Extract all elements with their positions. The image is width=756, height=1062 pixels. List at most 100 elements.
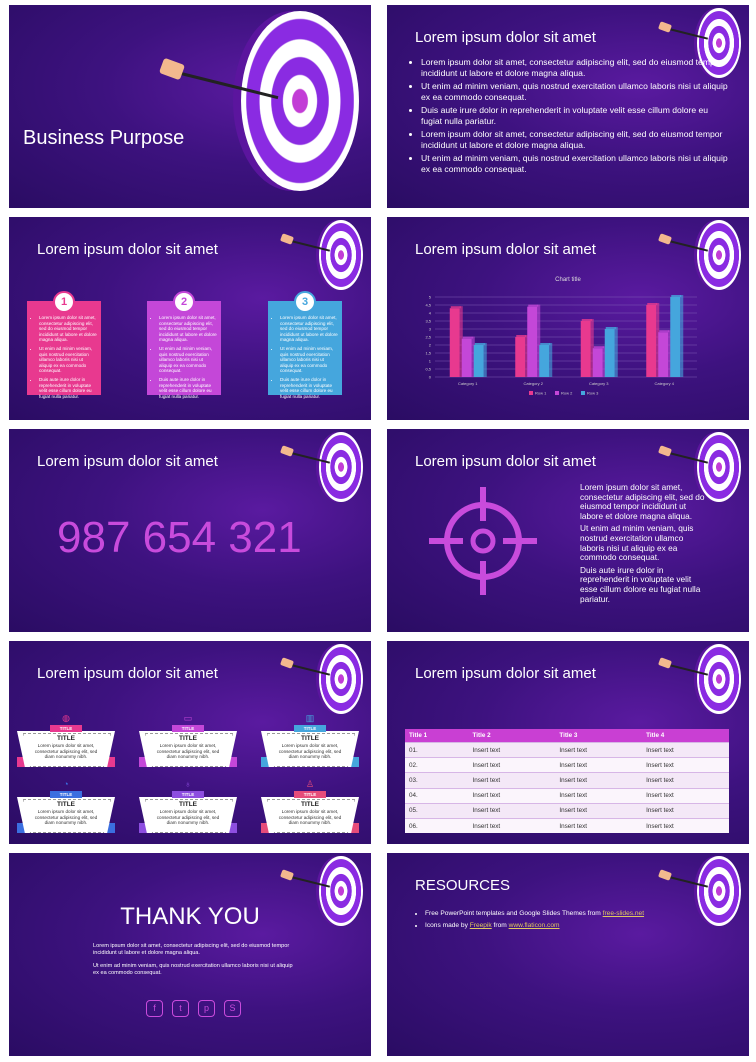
table-cell: 01.: [405, 741, 469, 758]
card-3: ▥ TITLE TITLE Lorem ipsum dolor sit amet…: [261, 713, 359, 767]
dart-icon: [279, 657, 331, 676]
card-body: Lorem ipsum dolor sit amet, consectetur …: [34, 743, 98, 760]
card-tab: TITLE: [172, 791, 204, 798]
free-slides-link[interactable]: free-slides.net: [602, 910, 645, 917]
globe-icon: ◍: [62, 713, 70, 723]
target-icon: [697, 8, 741, 78]
list-item: Free PowerPoint templates and Google Sli…: [425, 909, 695, 918]
slide-5[interactable]: Lorem ipsum dolor sit amet 987 654 321: [9, 429, 371, 632]
bar-top: [581, 319, 592, 321]
list-item: Duis aute irure dolor in reprehenderit i…: [159, 377, 217, 399]
bar-top: [605, 327, 616, 329]
legend-label: Row 1: [535, 391, 547, 396]
table-cell: Insert text: [468, 817, 556, 834]
columns-icon: ▥: [305, 713, 315, 723]
numbered-box-2: 2 Lorem ipsum dolor sit amet, consectetu…: [147, 291, 221, 399]
target-icon: [319, 432, 363, 502]
people-icon: ♙: [305, 779, 315, 789]
pinterest-icon[interactable]: p: [198, 1000, 215, 1017]
card-tab: TITLE: [172, 725, 204, 732]
table-row: 01. Insert text Insert text Insert text: [405, 741, 729, 758]
column-header: Title 1: [405, 729, 469, 743]
box-number: 3: [294, 291, 316, 313]
table-cell: Insert text: [468, 757, 556, 773]
resources-list: Free PowerPoint templates and Google Sli…: [411, 909, 695, 933]
skype-icon[interactable]: S: [224, 1000, 241, 1017]
paragraph: Ut enim ad minim veniam, quis nostrud ex…: [580, 523, 694, 563]
table-cell: Insert text: [642, 787, 729, 804]
card-tab: TITLE: [50, 791, 82, 798]
bar: [604, 329, 615, 377]
list-item: Ut enim ad minim veniam, quis nostrud ex…: [421, 153, 731, 174]
card-tab: TITLE: [294, 791, 326, 798]
card-tab: TITLE: [294, 725, 326, 732]
slide-title: Lorem ipsum dolor sit amet: [415, 453, 596, 470]
x-tick-label: Category 4: [654, 381, 674, 386]
bar-top: [462, 336, 473, 339]
table-cell: Insert text: [555, 741, 643, 758]
freepik-link[interactable]: Freepik: [469, 922, 492, 929]
slide-8[interactable]: Lorem ipsum dolor sit amet Title 1 Title…: [387, 641, 749, 844]
clock-icon: ◔: [63, 779, 69, 789]
bar-chart: Chart title 0 0,5 1 1,5 2 2,5 3 3,5 4 4,5 5 Category…: [425, 277, 697, 396]
slide-1[interactable]: Business Purpose: [9, 5, 371, 208]
flaticon-link[interactable]: www.flaticon.com: [508, 922, 560, 929]
box-number: 1: [53, 291, 75, 313]
bar: [539, 345, 550, 377]
chart-title: Chart title: [555, 277, 581, 283]
target-icon: [319, 644, 363, 714]
twitter-icon[interactable]: t: [172, 1000, 189, 1017]
bar-top: [593, 346, 604, 349]
table-cell: 02.: [405, 757, 469, 773]
card-5: ♁ TITLE TITLE Lorem ipsum dolor sit amet…: [139, 779, 237, 833]
table-cell: Insert text: [468, 772, 556, 789]
card-body: Lorem ipsum dolor sit amet, consectetur …: [34, 809, 98, 826]
folder-icon: ▭: [183, 713, 193, 723]
slide-4[interactable]: Lorem ipsum dolor sit amet Chart title 0 0…: [387, 217, 749, 420]
table-row: 02. Insert text Insert text Insert text: [405, 757, 729, 773]
list-item: Duis aute irure dolor in reprehenderit i…: [39, 377, 97, 399]
slide-6[interactable]: Lorem ipsum dolor sit amet Lorem ipsum d…: [387, 429, 749, 632]
table-row: 03. Insert text Insert text Insert text: [405, 772, 729, 789]
card-title: TITLE: [300, 801, 320, 808]
table-cell: 06.: [405, 817, 469, 834]
target-icon: [697, 432, 741, 502]
bar-top: [528, 304, 539, 307]
bar-side: [525, 335, 529, 377]
slide-2[interactable]: Lorem ipsum dolor sit amet Lorem ipsum d…: [387, 5, 749, 208]
table-cell: Insert text: [642, 802, 729, 819]
paragraph: Lorem ipsum dolor sit amet, consectetur …: [93, 943, 290, 956]
facebook-icon[interactable]: f: [146, 1000, 163, 1017]
slide-9[interactable]: THANK YOU Lorem ipsum dolor sit amet, co…: [9, 853, 371, 1056]
list-item: Icons made by Freepik from www.flaticon.…: [425, 921, 695, 930]
table-cell: Insert text: [468, 787, 556, 804]
numbered-box-3: 3 Lorem ipsum dolor sit amet, consectetu…: [268, 291, 342, 399]
list-item: Duis aute irure dolor in reprehenderit i…: [280, 377, 338, 399]
list-item: Lorem ipsum dolor sit amet, consectetur …: [421, 129, 731, 150]
big-number: 987 654 321: [57, 513, 302, 562]
table-row: 06. Insert text Insert text Insert text: [405, 817, 729, 834]
slide-title: Lorem ipsum dolor sit amet: [415, 241, 596, 258]
y-tick-label: 4: [429, 311, 432, 316]
x-tick-label: Category 1: [458, 381, 478, 386]
dart-icon: [657, 869, 709, 888]
bar-top: [474, 343, 485, 345]
dart-icon: [657, 657, 709, 676]
text-block: Lorem ipsum dolor sit amet, consectetur …: [580, 482, 705, 604]
bar-top: [516, 335, 527, 337]
list-item: Lorem ipsum dolor sit amet, consectetur …: [159, 315, 217, 343]
bar-side: [537, 304, 541, 377]
slide-7[interactable]: Lorem ipsum dolor sit amet ◍ TITLE TITLE…: [9, 641, 371, 844]
slide-10[interactable]: RESOURCES Free PowerPoint templates and …: [387, 853, 749, 1056]
resource-text: from: [491, 922, 509, 929]
table-row: 04. Insert text Insert text Insert text: [405, 787, 729, 804]
dart-icon: [657, 21, 709, 40]
slide-3[interactable]: Lorem ipsum dolor sit amet 1 Lorem ipsum…: [9, 217, 371, 420]
bar-top: [671, 295, 682, 297]
card-title: TITLE: [178, 735, 198, 742]
y-tick-label: 5: [429, 295, 432, 300]
table-cell: 04.: [405, 787, 469, 804]
y-tick-label: 1,5: [425, 351, 431, 356]
box-number: 2: [173, 291, 195, 313]
data-table: Title 1 Title 2 Title 3 Title 4 01. Inse…: [405, 729, 729, 834]
